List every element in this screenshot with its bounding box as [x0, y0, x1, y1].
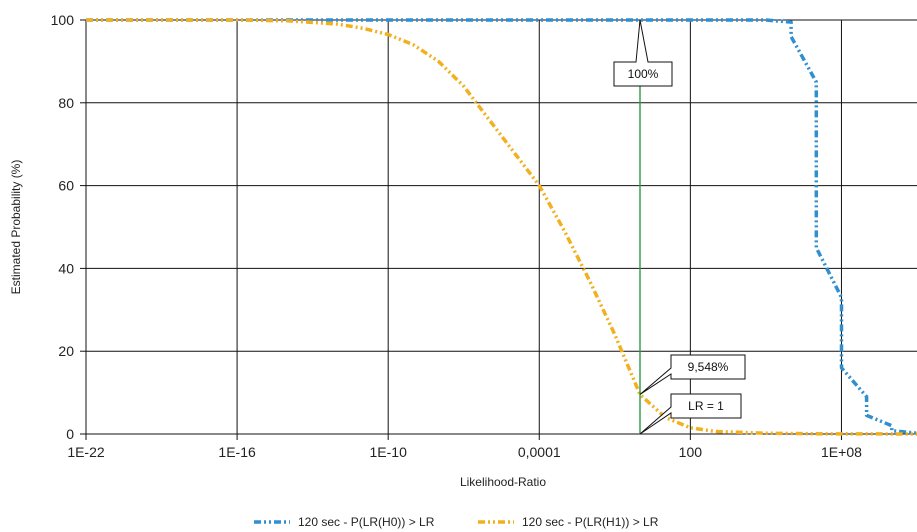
- legend-item: 120 sec - P(LR(H1)) > LR: [478, 515, 659, 529]
- callout-box: [639, 354, 746, 395]
- callout-label: 9,548%: [688, 360, 729, 374]
- legend: 120 sec - P(LR(H0)) > LR 120 sec - P(LR(H…: [254, 515, 659, 529]
- y-tick-label: 20: [58, 343, 74, 359]
- x-tick-label: 1E-22: [67, 444, 105, 460]
- callout: 100%: [613, 19, 673, 87]
- callout-layer: 100% 9,548% LR = 1: [613, 19, 746, 435]
- y-tick-label: 60: [58, 178, 74, 194]
- legend-item: 120 sec - P(LR(H0)) > LR: [254, 515, 435, 529]
- y-tick-label: 40: [58, 260, 74, 276]
- y-tick-label: 0: [66, 426, 74, 442]
- y-tick-label: 100: [51, 12, 75, 28]
- callout-label: LR = 1: [688, 399, 724, 413]
- series-line-0: [86, 18, 917, 435]
- callout-box: [613, 19, 673, 87]
- y-tick-label: 80: [58, 95, 74, 111]
- callout-label: 100%: [628, 67, 659, 81]
- legend-label: 120 sec - P(LR(H1)) > LR: [522, 515, 659, 529]
- tick-labels: 0 20 40 60 80 100 1E-22 1E-16 1E-10 0,0001 100 1E+0…: [51, 12, 862, 460]
- x-tick-label: 1E+08: [821, 444, 862, 460]
- x-tick-label: 100: [679, 444, 703, 460]
- legend-label: 120 sec - P(LR(H0)) > LR: [298, 515, 435, 529]
- callout: LR = 1: [639, 393, 742, 435]
- x-axis-label: Likelihood-Ratio: [460, 475, 546, 489]
- x-tick-label: 1E-10: [370, 444, 408, 460]
- series-line-1: [86, 18, 917, 436]
- x-tick-label: 0,0001: [518, 444, 561, 460]
- series-layer: [85, 18, 917, 436]
- x-tick-label: 1E-16: [218, 444, 256, 460]
- callout-box: [639, 393, 742, 435]
- y-axis-label: Estimated Probability (%): [9, 160, 23, 295]
- callout: 9,548%: [639, 354, 746, 395]
- grid: [80, 19, 917, 440]
